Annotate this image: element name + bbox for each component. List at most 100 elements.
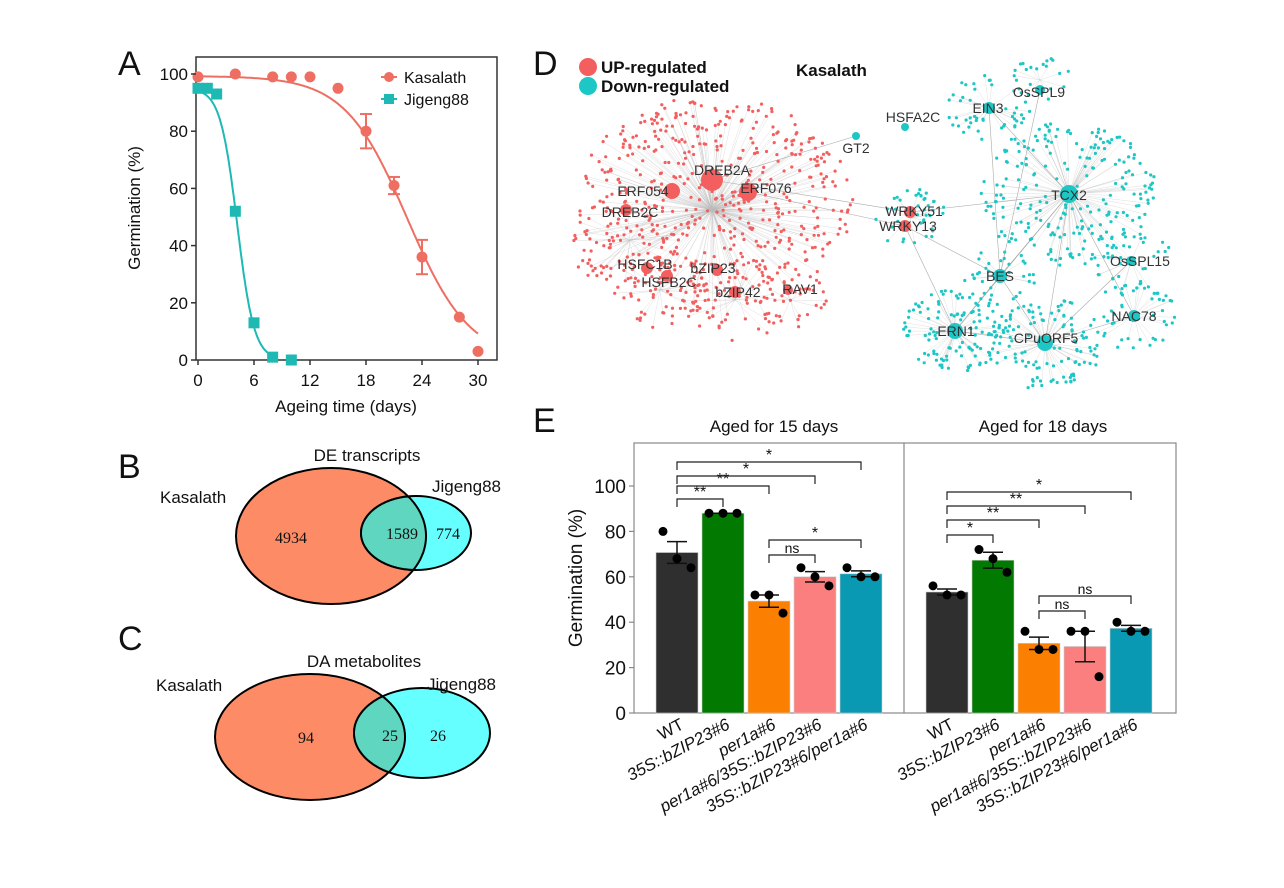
network-node xyxy=(1004,326,1008,330)
network-node xyxy=(838,217,842,221)
network-node xyxy=(774,235,778,239)
network-node xyxy=(682,299,686,303)
network-node xyxy=(1010,114,1015,119)
network-node xyxy=(1014,360,1018,364)
network-node xyxy=(947,98,951,102)
network-node xyxy=(768,287,772,291)
network-node xyxy=(602,244,606,248)
network-node xyxy=(1016,206,1020,210)
network-node xyxy=(643,281,648,285)
network-node xyxy=(958,292,962,296)
network-node xyxy=(1026,221,1030,226)
network-node xyxy=(650,275,654,279)
network-node xyxy=(1058,235,1062,239)
network-node xyxy=(1161,338,1165,342)
network-node xyxy=(766,281,770,285)
network-node xyxy=(745,301,749,305)
network-node xyxy=(651,295,655,299)
network-node xyxy=(1142,286,1147,290)
network-node xyxy=(929,327,933,331)
network-node xyxy=(1098,137,1103,141)
y-tick-label: 80 xyxy=(169,122,188,141)
network-node xyxy=(902,327,906,331)
network-node xyxy=(814,303,818,307)
network-edge xyxy=(1039,79,1064,88)
network-node xyxy=(1056,127,1060,131)
network-node xyxy=(763,193,768,197)
network-node xyxy=(1007,324,1012,328)
network-node xyxy=(1024,229,1028,233)
network-node xyxy=(1075,142,1079,146)
network-node xyxy=(776,130,780,134)
network-node xyxy=(748,226,752,230)
network-edge xyxy=(625,239,631,281)
network-node xyxy=(986,333,991,337)
network-node xyxy=(933,333,937,338)
network-node xyxy=(1081,330,1086,334)
network-node xyxy=(845,210,850,214)
network-node xyxy=(1146,285,1150,289)
network-edge xyxy=(1098,260,1132,275)
network-edge xyxy=(630,209,713,232)
network-node xyxy=(1055,177,1059,181)
network-node xyxy=(674,245,679,249)
network-node xyxy=(730,190,735,194)
hub-node-erf076 xyxy=(739,183,757,201)
network-node xyxy=(1046,97,1050,101)
y-tick-label: 60 xyxy=(605,568,626,589)
network-node xyxy=(997,234,1001,239)
network-node xyxy=(616,217,621,221)
network-node xyxy=(976,303,980,307)
network-title: Kasalath xyxy=(796,61,867,80)
y-tick-label: 60 xyxy=(169,179,188,198)
network-node xyxy=(836,232,840,236)
network-node xyxy=(907,315,911,319)
network-node xyxy=(824,299,828,303)
network-edge xyxy=(1039,60,1053,81)
network-node xyxy=(1015,119,1019,123)
network-node xyxy=(1062,299,1066,303)
network-node xyxy=(1027,279,1031,283)
network-node xyxy=(951,93,955,97)
network-node xyxy=(1119,291,1123,295)
network-node xyxy=(768,218,772,222)
network-node xyxy=(885,207,890,211)
network-node xyxy=(755,265,759,269)
network-node xyxy=(1003,148,1007,152)
network-node xyxy=(1115,211,1119,215)
network-edge xyxy=(585,175,713,211)
network-edge xyxy=(619,158,713,211)
network-node xyxy=(754,120,759,124)
network-node xyxy=(1139,236,1143,241)
network-node xyxy=(635,317,639,321)
network-edge xyxy=(629,227,689,241)
network-node xyxy=(704,142,708,146)
network-node xyxy=(956,124,961,128)
network-node xyxy=(997,326,1001,330)
replicate-point xyxy=(842,563,852,573)
network-node xyxy=(1068,252,1072,256)
network-node xyxy=(954,349,958,353)
network-node xyxy=(1045,362,1049,366)
network-edge xyxy=(711,209,757,267)
data-point-kasalath xyxy=(192,71,204,83)
network-node xyxy=(989,333,994,337)
network-edge xyxy=(711,201,767,211)
network-node xyxy=(1009,137,1014,141)
network-node xyxy=(941,211,945,215)
network-node xyxy=(1010,232,1014,236)
hub-node-dreb2a xyxy=(701,169,723,191)
network-node xyxy=(845,178,849,182)
hub-node-ein3 xyxy=(983,102,995,114)
network-edge xyxy=(981,193,1070,195)
network-node xyxy=(1094,363,1098,367)
network-edge xyxy=(688,151,713,211)
network-node xyxy=(598,199,602,203)
network-node xyxy=(937,302,941,306)
network-node xyxy=(691,144,695,149)
hub-node-nac78 xyxy=(1128,310,1140,322)
network-node xyxy=(1103,331,1107,335)
network-node xyxy=(1151,313,1155,317)
network-node xyxy=(779,319,783,323)
data-point-kasalath xyxy=(267,71,279,83)
